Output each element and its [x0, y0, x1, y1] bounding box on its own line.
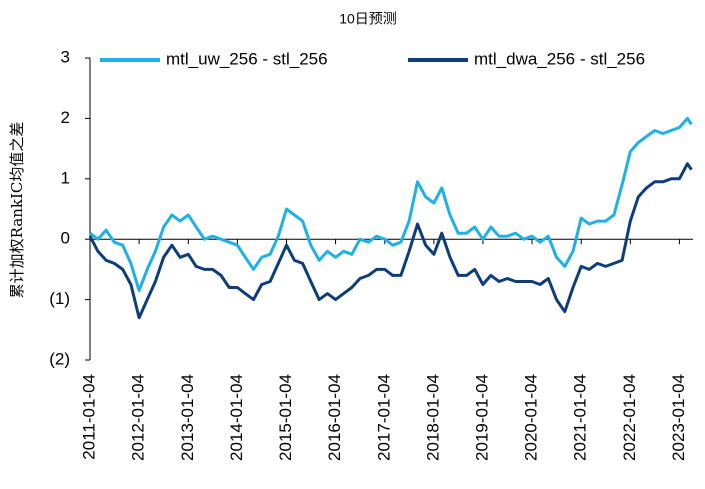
- x-tick-label: 2019-01-04: [472, 374, 491, 461]
- y-axis-label: 累计加权RankIC均值之差: [8, 122, 26, 299]
- x-tick-label: 2013-01-04: [178, 374, 197, 461]
- x-tick-label: 2018-01-04: [423, 374, 442, 461]
- x-tick-label: 2014-01-04: [227, 374, 246, 461]
- chart-title: 10日预测: [339, 11, 397, 27]
- series-line: [89, 116, 693, 292]
- x-tick-label: 2017-01-04: [374, 374, 393, 461]
- x-tick-label: 2021-01-04: [571, 374, 590, 461]
- x-tick-label: 2011-01-04: [79, 374, 98, 460]
- x-tick-label: 2020-01-04: [522, 374, 541, 461]
- x-tick-label: 2023-01-04: [669, 374, 688, 461]
- x-tick-label: 2015-01-04: [276, 374, 295, 461]
- y-tick-label: 0: [61, 229, 70, 248]
- y-tick-label: (2): [49, 349, 70, 368]
- series-line: [88, 162, 693, 320]
- x-tick-label: 2012-01-04: [129, 374, 148, 461]
- y-tick-label: (1): [49, 289, 70, 308]
- legend-label: mtl_uw_256 - stl_256: [166, 49, 328, 68]
- x-tick-label: 2016-01-04: [325, 374, 344, 461]
- x-tick-label: 2022-01-04: [620, 374, 639, 461]
- y-tick-label: 2: [61, 108, 70, 127]
- y-tick-label: 1: [61, 168, 70, 187]
- y-tick-label: 3: [61, 47, 70, 66]
- legend-label: mtl_dwa_256 - stl_256: [474, 49, 645, 68]
